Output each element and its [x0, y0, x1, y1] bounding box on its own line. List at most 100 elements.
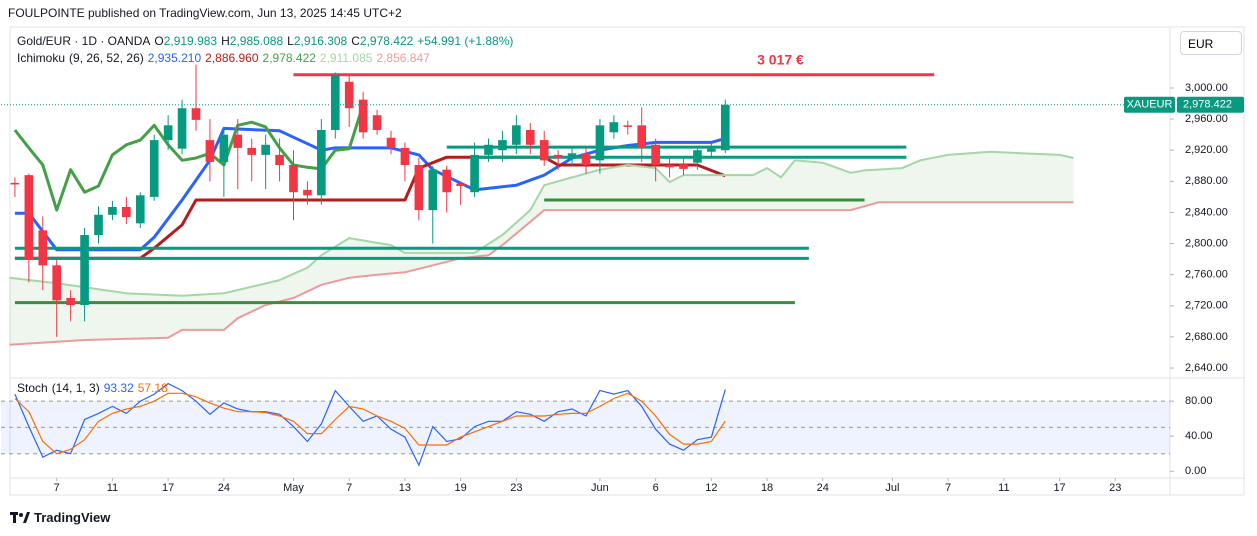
symbol-title: Gold/EUR · 1D · OANDA: [17, 34, 151, 48]
x-tick-label: 24: [218, 482, 230, 494]
legend: Stoch (14, 1, 3) 93.32 57.18: [17, 381, 172, 395]
x-tick-label: 11: [998, 482, 1009, 494]
candle-body: [149, 140, 159, 197]
ohlc-key: C: [351, 34, 360, 48]
indicator-line: [13, 104, 365, 212]
candle-body: [470, 154, 479, 193]
candle-body: [720, 104, 730, 151]
y-tick-label: 2,920.00: [1185, 144, 1228, 156]
logo: TradingView: [10, 510, 110, 525]
stoch-line: [14, 392, 726, 455]
symbol-label: XAUEUR: [1127, 99, 1173, 111]
candle-body: [289, 164, 298, 193]
y-tick-label: 2,640.00: [1185, 362, 1228, 374]
x-tick-label: 11: [107, 482, 118, 494]
candle-body: [386, 137, 396, 148]
candle-body: [205, 140, 215, 162]
indicator-value: 93.32: [103, 381, 134, 395]
y-tick-label: 2,840.00: [1185, 206, 1228, 218]
y-tick-label: 2,880.00: [1185, 175, 1228, 187]
main-pane: 3 017 €: [1, 51, 1170, 346]
indicator-line: [9, 150, 1074, 297]
price-box: [1177, 96, 1244, 113]
candle-body: [693, 150, 702, 163]
x-tick-label: May: [283, 482, 304, 494]
candle-body: [456, 183, 465, 186]
candle-body: [191, 108, 201, 120]
candle-body: [679, 164, 688, 169]
candle-body: [10, 182, 20, 185]
x-tick-label: 23: [1109, 482, 1121, 494]
y-tick-label: 2,720.00: [1185, 300, 1228, 312]
indicator-params: (9, 26, 52, 26): [69, 51, 144, 65]
candle-body: [80, 235, 89, 306]
stoch-pane: [1, 382, 1170, 467]
candle-body: [637, 125, 647, 148]
candle-body: [275, 154, 284, 165]
x-tick-label: 7: [945, 482, 951, 494]
y-tick-label: 2,800.00: [1185, 237, 1228, 249]
candle-body: [484, 144, 493, 155]
indicator-value: 57.18: [137, 381, 168, 395]
candle-body: [595, 125, 605, 161]
indicator-value: 2,978.422: [262, 51, 316, 65]
indicator-params: (14, 1, 3): [51, 381, 100, 395]
x-tick-label: Jul: [885, 482, 899, 494]
candle-body: [66, 298, 75, 306]
candle-body: [400, 147, 410, 165]
symbol-box: [1124, 96, 1175, 113]
published-note: FOULPOINTE published on TradingView.com,…: [8, 6, 402, 20]
candle-body: [135, 195, 145, 224]
x-tick-label: 17: [1053, 482, 1065, 494]
currency-button[interactable]: EUR: [1180, 31, 1242, 55]
y-tick-label: 0.00: [1185, 465, 1206, 477]
x-tick-label: Jun: [591, 482, 609, 494]
indicator-line: Ichimoku (9, 26, 52, 26) 2,935.210 2,886.96…: [17, 51, 517, 65]
candle-body: [539, 140, 549, 161]
x-tick-label: 13: [399, 482, 411, 494]
candle-body: [525, 129, 535, 145]
indicator-value: 2,886.960: [205, 51, 259, 65]
x-tick-label: 23: [510, 482, 522, 494]
candle-body: [553, 154, 563, 158]
candle-body: [414, 164, 424, 211]
candle-body: [261, 144, 270, 155]
indicator-line: [9, 201, 1074, 346]
candle-body: [52, 265, 62, 301]
candle-body: [38, 230, 48, 266]
candle-body: [498, 140, 507, 151]
indicator-name: Ichimoku: [17, 51, 66, 65]
x-tick-label: 12: [705, 482, 717, 494]
candle-body: [108, 207, 117, 215]
price-label: 2,978.422: [1183, 99, 1232, 111]
candle-body: [567, 153, 577, 158]
y-tick-label: 40.00: [1185, 430, 1213, 442]
candle-body: [247, 147, 257, 155]
candle-body: [177, 108, 187, 149]
indicator-value: 2,935.210: [147, 51, 202, 65]
candle-body: [623, 125, 633, 127]
ohlc-key: H: [221, 34, 230, 48]
x-tick-label: 18: [761, 482, 773, 494]
candle-body: [219, 134, 229, 162]
x-tick-label: 7: [54, 482, 60, 494]
y-tick-label: 2,760.00: [1185, 269, 1228, 281]
x-tick-label: 17: [162, 482, 174, 494]
candle-body: [581, 153, 591, 165]
x-tick-label: 24: [817, 482, 829, 494]
indicator-line: [14, 155, 726, 260]
indicator-value: 2,911.085: [319, 51, 373, 65]
candle-body: [512, 125, 521, 145]
ohlc-value: 2,985.088: [229, 34, 284, 48]
y-tick-label: 80.00: [1185, 395, 1213, 407]
x-tick-label: 6: [653, 482, 659, 494]
candle-body: [303, 189, 312, 196]
candle-body: [651, 144, 660, 165]
y-tick-label: 2,960.00: [1185, 113, 1228, 125]
candle-body: [233, 134, 243, 148]
ohlc-key: L: [287, 34, 294, 48]
candle-body: [707, 148, 716, 152]
candle-body: [317, 129, 326, 196]
